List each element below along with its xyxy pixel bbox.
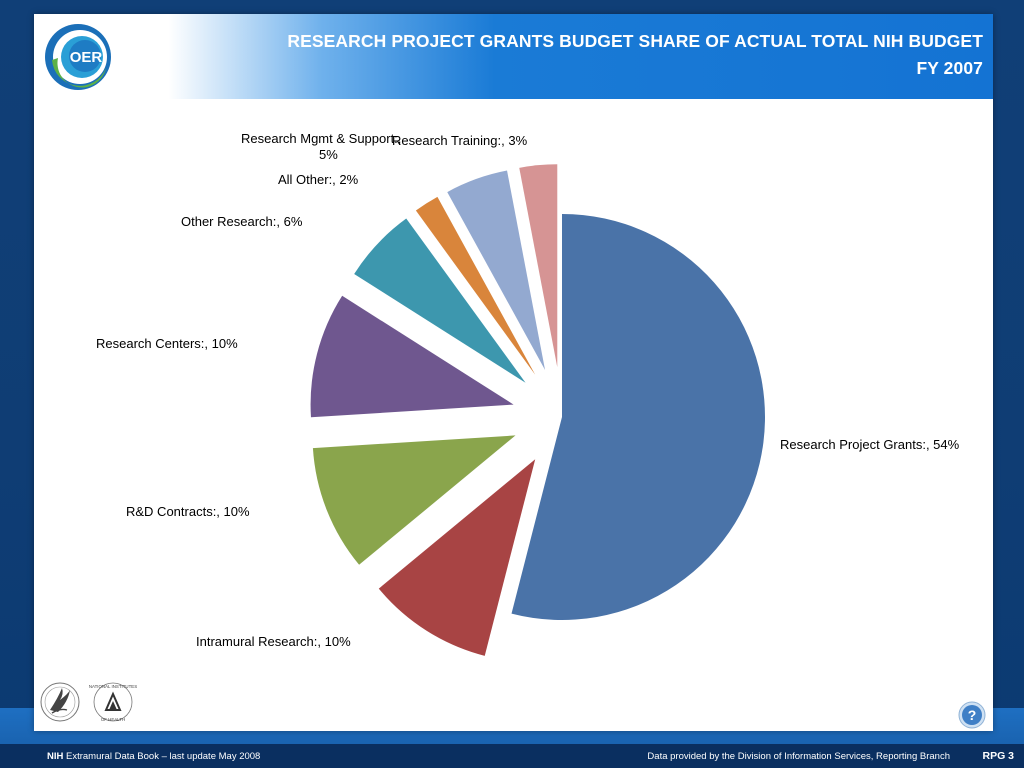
slide-card: OER RESEARCH PROJECT GRANTS BUDGET SHARE… <box>34 14 993 731</box>
label-research-project-grants: Research Project Grants:, 54% <box>780 437 960 452</box>
label-all-other: All Other:, 2% <box>278 172 359 187</box>
label-research-centers: Research Centers:, 10% <box>96 336 238 351</box>
help-glyph: ? <box>968 707 977 723</box>
footer-source: Data provided by the Division of Informa… <box>647 751 950 762</box>
pie-slice-research-centers <box>310 295 514 418</box>
footer-brand: NIH <box>47 751 64 762</box>
oer-logo: OER <box>45 24 111 90</box>
question-icon[interactable]: ? <box>958 701 986 729</box>
footer-bar <box>0 744 1024 768</box>
pie-slice-other-research <box>354 218 526 383</box>
title-line-1: RESEARCH PROJECT GRANTS BUDGET SHARE OF … <box>287 31 983 51</box>
page-number: RPG 3 <box>982 750 1014 762</box>
oer-logo-text: OER <box>70 49 103 66</box>
nih-logo: NATIONAL INSTITUTES OF HEALTH <box>89 682 137 722</box>
pie-slice-r-d-contracts <box>312 435 516 565</box>
label-research-training: Research Training:, 3% <box>392 133 528 148</box>
hhs-eagle-logo <box>40 682 80 722</box>
title-line-2: FY 2007 <box>916 58 983 78</box>
footer-credit: NIH Extramural Data Book – last update M… <box>47 751 260 762</box>
agency-logos: NATIONAL INSTITUTES OF HEALTH <box>40 682 137 722</box>
label-research-mgmt-support-line1: Research Mgmt & Support:, <box>241 131 402 146</box>
slide-header: OER RESEARCH PROJECT GRANTS BUDGET SHARE… <box>34 14 993 99</box>
page-title: RESEARCH PROJECT GRANTS BUDGET SHARE OF … <box>223 28 983 82</box>
pie-slice-research-project-grants <box>511 214 766 621</box>
nih-logo-text-bottom: OF HEALTH <box>101 717 125 722</box>
label-research-mgmt-support-line2: 5% <box>319 147 338 162</box>
label-intramural-research: Intramural Research:, 10% <box>196 634 351 649</box>
pie-slice-research-training <box>519 164 558 368</box>
nih-logo-text-top: NATIONAL INSTITUTES <box>89 684 137 689</box>
pie-slice-all-other <box>415 196 536 375</box>
label-other-research: Other Research:, 6% <box>181 214 303 229</box>
pie-slice-research-mgmt-support <box>447 170 546 370</box>
footer-update: Extramural Data Book – last update May 2… <box>63 751 261 762</box>
pie-slices <box>310 164 766 656</box>
pie-slice-intramural-research <box>378 459 536 656</box>
label-rd-contracts: R&D Contracts:, 10% <box>126 504 250 519</box>
